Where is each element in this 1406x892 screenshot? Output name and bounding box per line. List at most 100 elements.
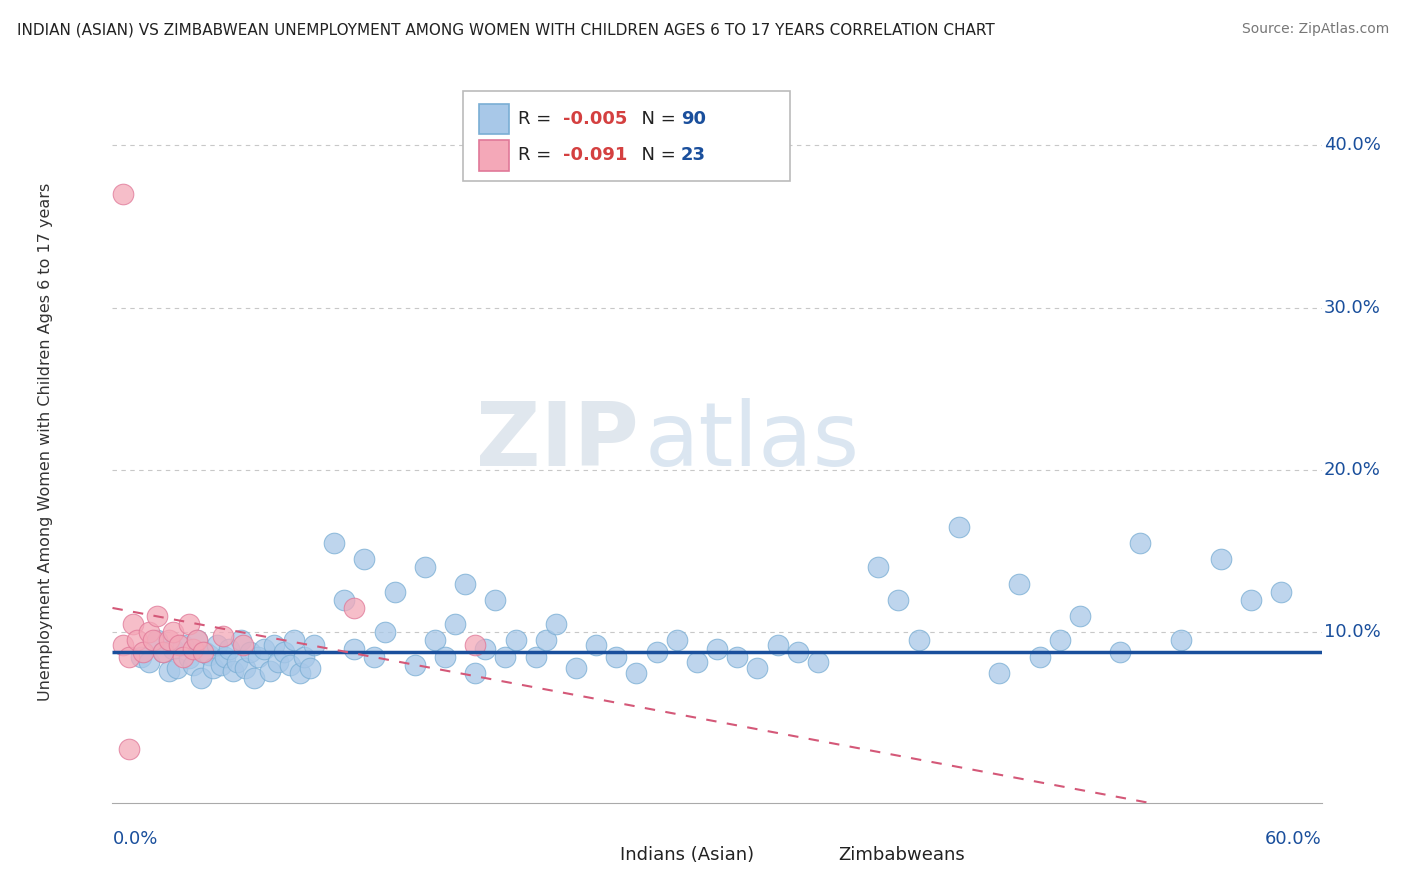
Point	[253, 641, 276, 656]
Text: 40.0%: 40.0%	[1324, 136, 1381, 154]
Text: 60.0%: 60.0%	[1265, 830, 1322, 848]
Point	[444, 617, 467, 632]
Point	[605, 649, 627, 664]
Point	[162, 625, 184, 640]
Point	[207, 638, 229, 652]
Point	[1129, 536, 1152, 550]
Point	[665, 633, 688, 648]
Point	[138, 655, 160, 669]
Point	[725, 649, 748, 664]
Point	[186, 633, 208, 648]
Text: -0.005: -0.005	[564, 111, 628, 128]
Point	[298, 661, 321, 675]
Point	[948, 520, 970, 534]
Text: Source: ZipAtlas.com: Source: ZipAtlas.com	[1241, 22, 1389, 37]
Point	[177, 651, 200, 665]
Point	[198, 648, 221, 662]
Point	[194, 645, 217, 659]
Point	[212, 629, 235, 643]
Point	[464, 665, 486, 680]
Point	[263, 638, 285, 652]
Point	[132, 645, 155, 659]
Text: N =: N =	[630, 146, 682, 164]
Text: Zimbabweans: Zimbabweans	[838, 847, 965, 864]
Text: R =: R =	[517, 111, 557, 128]
Point	[1109, 645, 1132, 659]
Point	[505, 633, 527, 648]
Point	[157, 665, 180, 679]
Point	[238, 645, 260, 659]
Point	[125, 633, 148, 648]
Point	[1008, 576, 1031, 591]
Point	[117, 649, 139, 664]
Point	[302, 638, 325, 652]
Point	[181, 657, 204, 672]
Point	[626, 665, 648, 680]
Point	[231, 633, 253, 648]
Point	[146, 633, 169, 648]
Point	[565, 661, 588, 675]
Point	[1170, 633, 1192, 648]
Point	[524, 649, 547, 664]
Text: INDIAN (ASIAN) VS ZIMBABWEAN UNEMPLOYMENT AMONG WOMEN WITH CHILDREN AGES 6 TO 17: INDIAN (ASIAN) VS ZIMBABWEAN UNEMPLOYMEN…	[17, 22, 994, 37]
Point	[323, 536, 346, 550]
Point	[202, 661, 225, 675]
Point	[273, 645, 295, 659]
Point	[226, 655, 249, 669]
Point	[129, 649, 152, 664]
Point	[288, 665, 311, 680]
Point	[267, 655, 290, 669]
Point	[222, 665, 245, 679]
Text: 90: 90	[681, 111, 706, 128]
Point	[142, 633, 165, 648]
Point	[190, 671, 212, 685]
Point	[162, 641, 184, 656]
Point	[887, 592, 910, 607]
Point	[1028, 649, 1050, 664]
FancyBboxPatch shape	[479, 104, 509, 135]
Point	[146, 609, 169, 624]
Point	[138, 625, 160, 640]
Point	[988, 665, 1011, 680]
Point	[645, 645, 668, 659]
Point	[157, 633, 180, 648]
Point	[172, 638, 194, 652]
Point	[786, 645, 808, 659]
Text: ZIP: ZIP	[475, 398, 638, 485]
FancyBboxPatch shape	[548, 831, 596, 857]
Point	[343, 601, 366, 615]
Point	[404, 657, 426, 672]
Point	[121, 617, 143, 632]
Point	[423, 633, 446, 648]
Point	[706, 641, 728, 656]
Point	[484, 592, 506, 607]
Point	[1069, 609, 1091, 624]
Point	[1209, 552, 1232, 566]
Text: 10.0%: 10.0%	[1324, 624, 1381, 641]
Point	[868, 560, 890, 574]
FancyBboxPatch shape	[765, 831, 814, 857]
Point	[152, 645, 174, 659]
Point	[495, 649, 517, 664]
Point	[172, 649, 194, 664]
Point	[907, 633, 929, 648]
Point	[585, 638, 607, 652]
Text: Indians (Asian): Indians (Asian)	[620, 847, 755, 864]
Point	[747, 661, 769, 675]
Point	[186, 633, 208, 648]
Point	[433, 649, 456, 664]
Text: 20.0%: 20.0%	[1324, 461, 1381, 479]
Point	[534, 633, 557, 648]
Point	[278, 657, 301, 672]
Point	[363, 649, 385, 664]
FancyBboxPatch shape	[463, 91, 790, 181]
Point	[374, 625, 396, 640]
Point	[246, 649, 269, 664]
Text: -0.091: -0.091	[564, 146, 628, 164]
Point	[333, 592, 356, 607]
Point	[152, 645, 174, 659]
Text: N =: N =	[630, 111, 682, 128]
Point	[464, 638, 486, 652]
Text: 0.0%: 0.0%	[112, 830, 157, 848]
Point	[242, 671, 264, 685]
